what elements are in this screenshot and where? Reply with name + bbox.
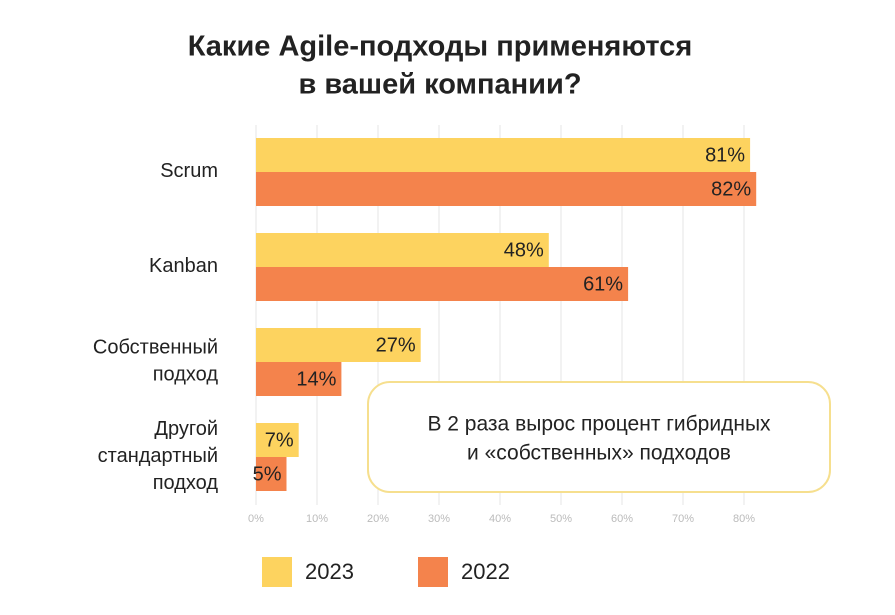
bar (256, 328, 421, 362)
category-label: Другой стандартный подход (98, 418, 219, 494)
bar (256, 172, 757, 206)
value-label: 82% (711, 178, 751, 200)
x-tick-label: 30% (428, 513, 450, 525)
chart-title: Какие Agile-подходы применяются (188, 31, 692, 63)
value-label: 81% (705, 144, 745, 166)
category-label: Scrum (160, 160, 218, 182)
annotation: В 2 раза вырос процент гибридных (427, 413, 771, 436)
bar (256, 423, 299, 457)
x-tick-label: 50% (550, 513, 572, 525)
x-tick-label: 70% (672, 513, 694, 525)
legend-label: 2023 (305, 559, 354, 584)
x-tick-label: 10% (306, 513, 328, 525)
x-tick-label: 80% (733, 513, 755, 525)
x-tick-label: 60% (611, 513, 633, 525)
legend-swatch (418, 557, 448, 587)
value-label: 27% (376, 334, 416, 356)
legend-swatch (262, 557, 292, 587)
category-label: Собственный подход (93, 337, 218, 386)
value-label: 61% (583, 273, 623, 295)
legend-label: 2022 (461, 559, 510, 584)
value-label: 5% (253, 463, 282, 485)
category-label: Kanban (149, 255, 218, 277)
value-label: 48% (504, 239, 544, 261)
bar (256, 138, 751, 172)
annotation: и «собственных» подходов (467, 442, 731, 465)
value-label: 14% (296, 368, 336, 390)
bar (256, 267, 629, 301)
bar (256, 233, 549, 267)
x-tick-label: 0% (248, 513, 264, 525)
chart-title: в вашей компании? (298, 69, 581, 101)
value-label: 7% (265, 429, 294, 451)
bar (256, 457, 287, 491)
bar (256, 362, 342, 396)
x-tick-label: 40% (489, 513, 511, 525)
x-tick-label: 20% (367, 513, 389, 525)
annotation-box (367, 381, 831, 493)
